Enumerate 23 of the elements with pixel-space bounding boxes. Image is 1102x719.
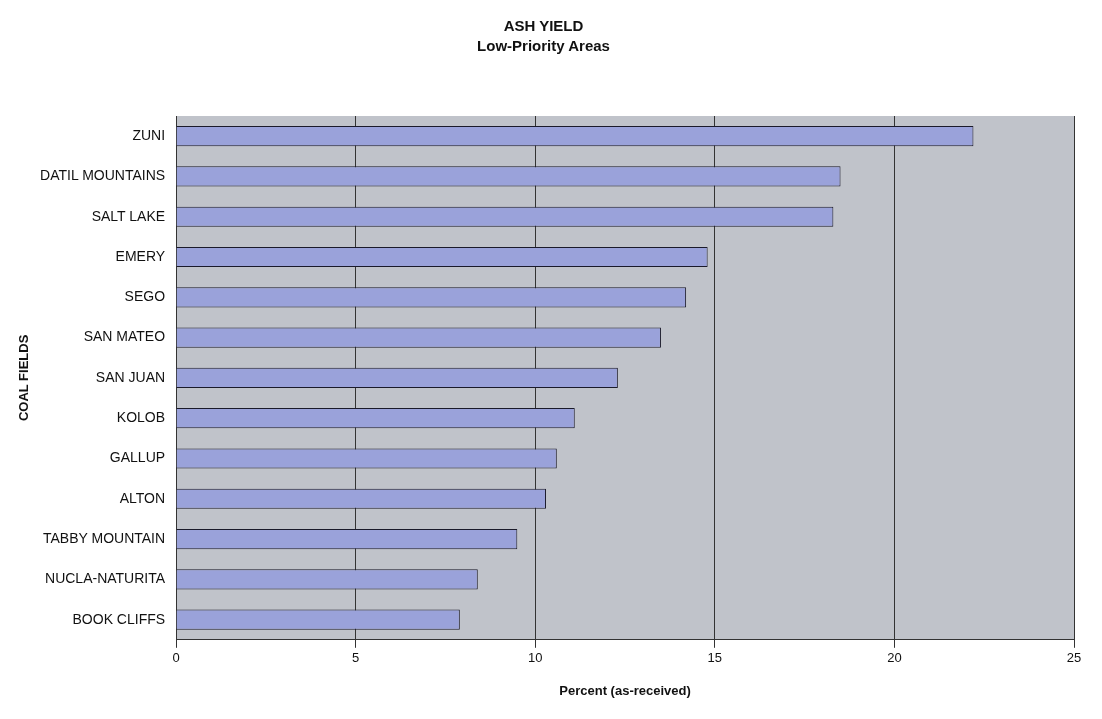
y-tick-label: KOLOB — [116, 409, 166, 426]
chart-subtitle: Low-Priority Areas — [477, 37, 610, 55]
y-tick-label: SEGO — [124, 288, 166, 305]
x-tick-label: 10 — [528, 650, 543, 666]
y-tick-label: DATIL MOUNTAINS — [40, 167, 166, 184]
y-tick-label: SALT LAKE — [91, 207, 166, 224]
x-tick-label: 0 — [172, 650, 180, 666]
y-tick-label: TABBY MOUNTAIN — [42, 529, 166, 546]
y-tick-label: NUCLA-NATURITA — [45, 570, 166, 587]
y-tick-label: EMERY — [115, 247, 166, 264]
x-tick-label: 5 — [352, 650, 360, 666]
chart-title: ASH YIELD — [503, 17, 584, 35]
y-tick-label: ZUNI — [132, 127, 166, 144]
y-tick-label: SAN MATEO — [83, 328, 166, 345]
y-tick-label: ALTON — [119, 489, 166, 506]
x-tick-label: 15 — [707, 650, 723, 666]
y-tick-label: BOOK CLIFFS — [72, 610, 166, 627]
x-tick-label: 25 — [1066, 650, 1082, 666]
x-axis-title: Percent (as-received) — [559, 682, 691, 698]
x-tick-label: 20 — [887, 650, 902, 666]
y-tick-label: GALLUP — [109, 449, 166, 466]
y-tick-label: SAN JUAN — [95, 368, 166, 385]
y-axis-title: COAL FIELDS — [16, 334, 32, 422]
